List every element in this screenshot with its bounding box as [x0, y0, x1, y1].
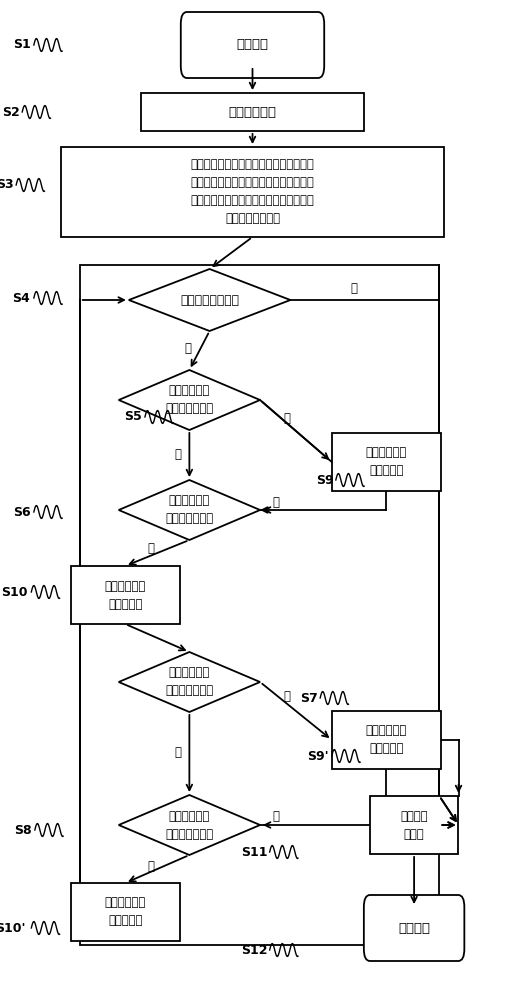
- Text: S4: S4: [13, 292, 30, 304]
- Text: 降低加热元件
的热量供给: 降低加热元件 的热量供给: [366, 724, 407, 756]
- Polygon shape: [119, 652, 260, 712]
- Text: S1: S1: [14, 38, 31, 51]
- Text: S9': S9': [307, 750, 328, 762]
- FancyBboxPatch shape: [71, 883, 180, 941]
- Text: 否: 否: [184, 342, 191, 356]
- Text: 否: 否: [273, 495, 280, 508]
- Polygon shape: [119, 795, 260, 855]
- Text: S12: S12: [241, 944, 268, 956]
- Text: S10: S10: [2, 585, 28, 598]
- Text: 否: 否: [174, 746, 181, 758]
- Text: S5: S5: [124, 410, 141, 424]
- Polygon shape: [119, 480, 260, 540]
- Text: 烘干结束: 烘干结束: [398, 922, 430, 934]
- Polygon shape: [129, 269, 290, 331]
- Text: 降低加热元件
的热量供给: 降低加热元件 的热量供给: [366, 446, 407, 478]
- Text: 否: 否: [174, 448, 181, 462]
- FancyBboxPatch shape: [71, 566, 180, 624]
- FancyBboxPatch shape: [181, 12, 324, 78]
- Text: S6: S6: [13, 506, 30, 518]
- Text: S2: S2: [3, 105, 20, 118]
- Text: S11: S11: [241, 846, 268, 858]
- FancyBboxPatch shape: [370, 796, 459, 854]
- FancyBboxPatch shape: [332, 433, 440, 491]
- Text: 出风口温度是
否达到阈值下限: 出风口温度是 否达到阈值下限: [165, 494, 214, 526]
- Text: 是否达到烘干时间: 是否达到烘干时间: [180, 294, 239, 306]
- Text: 进风口温度是
否达到阈值下限: 进风口温度是 否达到阈值下限: [165, 810, 214, 840]
- Text: 是: 是: [147, 542, 154, 556]
- Text: 否: 否: [273, 810, 280, 824]
- Text: 是: 是: [147, 859, 154, 872]
- FancyBboxPatch shape: [61, 147, 444, 237]
- Text: 出风口温度是
否达到阈值上限: 出风口温度是 否达到阈值上限: [165, 384, 214, 416]
- Text: 根据衣物负载设定烘干时间，预设烘干温
度以及进风口与出风口温度阈值，确定滚
筒在烘干时间内的高速、停转与加速启动
各阶段的运行周期: 根据衣物负载设定烘干时间，预设烘干温 度以及进风口与出风口温度阈值，确定滚 筒在…: [190, 158, 315, 226]
- Text: S3: S3: [0, 178, 14, 192]
- FancyBboxPatch shape: [141, 93, 364, 131]
- Text: 提高加热元件
的热量供给: 提高加热元件 的热量供给: [105, 580, 146, 610]
- Text: S10': S10': [0, 922, 25, 934]
- Text: 关停滚筒
并冷却: 关停滚筒 并冷却: [400, 810, 428, 840]
- FancyBboxPatch shape: [364, 895, 464, 961]
- Polygon shape: [119, 370, 260, 430]
- Text: S8: S8: [14, 824, 31, 836]
- FancyBboxPatch shape: [332, 711, 440, 769]
- Text: 是: 是: [283, 690, 290, 704]
- Text: 提高加热元件
的热量供给: 提高加热元件 的热量供给: [105, 896, 146, 928]
- Text: 是: 是: [350, 282, 357, 294]
- Text: S7: S7: [300, 692, 318, 704]
- Text: 是: 是: [283, 412, 290, 424]
- Text: 检测衣物负载: 检测衣物负载: [228, 105, 277, 118]
- Text: 进风口温度是
否达到阈值上限: 进风口温度是 否达到阈值上限: [165, 666, 214, 698]
- Text: S9: S9: [316, 474, 333, 487]
- Text: 烘干开始: 烘干开始: [236, 38, 269, 51]
